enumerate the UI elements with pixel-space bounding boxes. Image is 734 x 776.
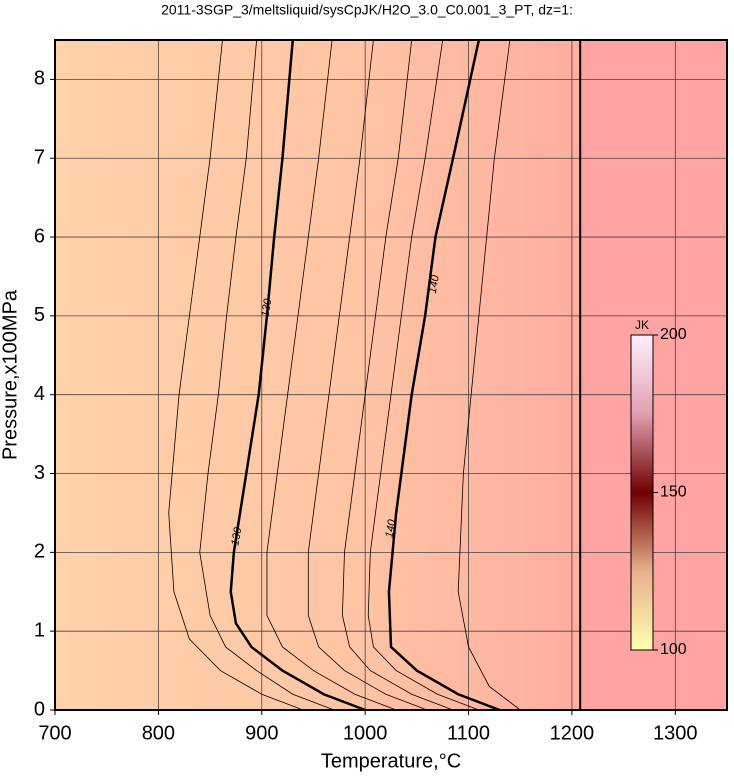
x-axis-label: Temperature,°C <box>321 750 461 772</box>
contour-line <box>229 39 366 712</box>
contour-line <box>457 39 521 711</box>
x-tick-label: 1000 <box>343 722 388 744</box>
plot-frame <box>54 39 728 711</box>
colorbar-label: JK <box>635 318 649 332</box>
y-tick-label: 0 <box>34 698 45 720</box>
contour-line <box>199 39 335 711</box>
colorbar-tick-label: 200 <box>660 326 687 343</box>
y-tick-label: 7 <box>34 147 45 169</box>
y-tick-label: 3 <box>34 462 45 484</box>
contour-line <box>367 39 480 711</box>
x-tick-label: 700 <box>38 722 71 744</box>
colorbar <box>630 334 654 651</box>
y-tick-label: 8 <box>34 68 45 90</box>
chart-title: 2011-3SGP_3/meltsliquid/sysCpJK/H2O_3.0_… <box>161 2 573 18</box>
x-tick-label: 800 <box>142 722 175 744</box>
y-axis-label: Pressure,x100MPa <box>0 289 21 460</box>
high-region <box>580 40 727 710</box>
contour-line <box>387 39 500 712</box>
y-tick-label: 2 <box>34 541 45 563</box>
y-tick-label: 1 <box>34 619 45 641</box>
contour-line <box>342 39 454 711</box>
contour-label: 140 <box>383 518 398 539</box>
contour-label: 130 <box>229 526 244 547</box>
y-tick-label: 4 <box>34 383 45 405</box>
colorbar-tick-label: 100 <box>660 641 687 658</box>
x-tick-label: 1200 <box>550 722 595 744</box>
contour-label: 130 <box>259 297 274 318</box>
y-tick-label: 6 <box>34 225 45 247</box>
x-tick-label: 900 <box>245 722 278 744</box>
contour-label: 140 <box>427 273 442 294</box>
contour-line <box>307 39 428 711</box>
colorbar-tick-label: 150 <box>660 484 687 501</box>
y-tick-label: 5 <box>34 304 45 326</box>
x-tick-label: 1300 <box>653 722 698 744</box>
x-tick-label: 1100 <box>447 722 490 744</box>
contour-line <box>266 39 397 711</box>
contour-line <box>168 39 304 711</box>
